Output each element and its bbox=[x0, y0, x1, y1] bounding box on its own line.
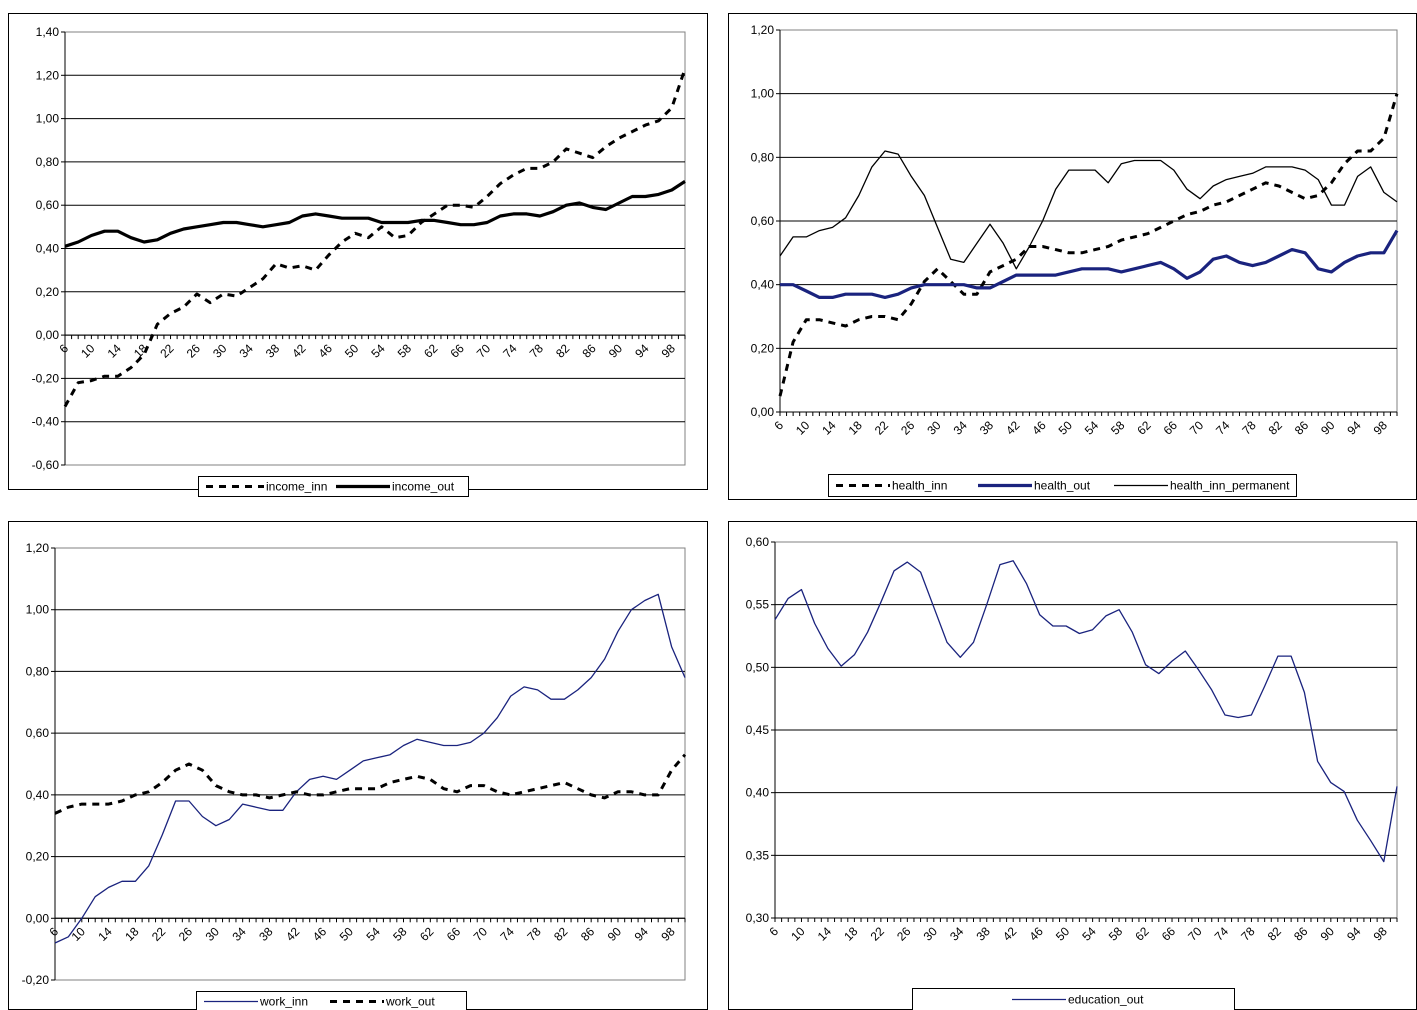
y-tick-label: 0,80 bbox=[36, 155, 60, 169]
y-tick-label: 0,50 bbox=[746, 660, 770, 674]
legend-label: education_out bbox=[1068, 993, 1144, 1007]
y-tick-label: 0,60 bbox=[36, 198, 60, 212]
y-tick-label: 0,00 bbox=[751, 405, 775, 419]
education-chart: 0,600,550,500,450,400,350,306 10 14 18 22 26 3… bbox=[728, 521, 1417, 1010]
y-tick-label: 1,00 bbox=[26, 603, 50, 617]
series-line-work-inn bbox=[54, 593, 686, 944]
y-tick-label: -0,20 bbox=[22, 973, 50, 987]
y-tick-label: 0,80 bbox=[751, 150, 775, 164]
y-tick-label: 1,20 bbox=[36, 68, 60, 82]
y-tick-label: 0,45 bbox=[746, 723, 770, 737]
series-line-income-out bbox=[64, 180, 686, 248]
y-tick-label: 0,35 bbox=[746, 848, 770, 862]
legend-label: income_inn bbox=[266, 480, 327, 494]
legend-label: health_inn bbox=[892, 479, 947, 493]
y-tick-label: 0,00 bbox=[26, 911, 50, 925]
chart-frame bbox=[8, 521, 708, 1010]
y-tick-label: 1,40 bbox=[36, 25, 60, 39]
legend: education_out bbox=[912, 988, 1235, 1010]
series-line-work-out bbox=[54, 753, 687, 815]
legend-label: work_inn bbox=[259, 995, 308, 1009]
y-tick-label: 0,40 bbox=[751, 278, 775, 292]
series-line-health-inn bbox=[778, 93, 1399, 397]
legend-box bbox=[828, 474, 1297, 497]
y-tick-label: -0,40 bbox=[32, 415, 60, 429]
y-tick-label: 0,60 bbox=[751, 214, 775, 228]
legend: income_inn income_out bbox=[198, 476, 469, 497]
y-tick-label: 1,00 bbox=[36, 112, 60, 126]
y-tick-label: 1,20 bbox=[751, 23, 775, 37]
y-tick-label: 0,20 bbox=[36, 285, 60, 299]
legend-box bbox=[912, 988, 1235, 1010]
y-tick-label: 0,00 bbox=[36, 328, 60, 342]
chart-frame bbox=[728, 521, 1417, 1010]
legend-label: work_out bbox=[385, 995, 435, 1009]
y-tick-label: 0,20 bbox=[26, 850, 50, 864]
legend-label: income_out bbox=[392, 480, 455, 494]
series-line-health-inn-permanent bbox=[779, 150, 1398, 270]
y-tick-label: 0,40 bbox=[36, 242, 60, 256]
y-tick-label: 0,60 bbox=[746, 535, 770, 549]
legend: work_inn work_out bbox=[196, 991, 467, 1010]
y-tick-label: 1,00 bbox=[751, 87, 775, 101]
chart-frame bbox=[728, 13, 1417, 500]
chart-frame bbox=[8, 13, 708, 490]
legend: health_inn health_out health_inn_permanent bbox=[828, 474, 1297, 497]
legend-label: health_out bbox=[1034, 479, 1091, 493]
legend-box bbox=[198, 476, 469, 497]
y-tick-label: 0,60 bbox=[26, 726, 50, 740]
y-tick-label: 0,40 bbox=[746, 786, 770, 800]
y-tick-label: 0,80 bbox=[26, 664, 50, 678]
series-line-health-out bbox=[780, 229, 1399, 299]
y-tick-label: -0,60 bbox=[32, 458, 60, 472]
y-tick-label: 0,40 bbox=[26, 788, 50, 802]
health-chart: 1,201,000,800,600,400,200,006 10 14 18 22 26 3… bbox=[728, 13, 1417, 500]
income-chart: 1,40 1,20 1,00 0,80 0,60 0,40 0,20 0,00 -0,20 -0,… bbox=[8, 13, 708, 497]
work-chart: 1,201,000,800,600,400,200,00-0,206 10 14 18… bbox=[8, 521, 708, 1010]
y-tick-label: -0,20 bbox=[32, 371, 60, 385]
y-tick-label: 0,20 bbox=[751, 341, 775, 355]
series-line-education-out bbox=[774, 560, 1398, 863]
y-tick-label: 1,20 bbox=[26, 541, 50, 555]
series-line-income-inn bbox=[63, 68, 687, 408]
legend-label: health_inn_permanent bbox=[1170, 479, 1290, 493]
y-tick-label: 0,30 bbox=[746, 911, 770, 925]
y-tick-label: 0,55 bbox=[746, 598, 770, 612]
